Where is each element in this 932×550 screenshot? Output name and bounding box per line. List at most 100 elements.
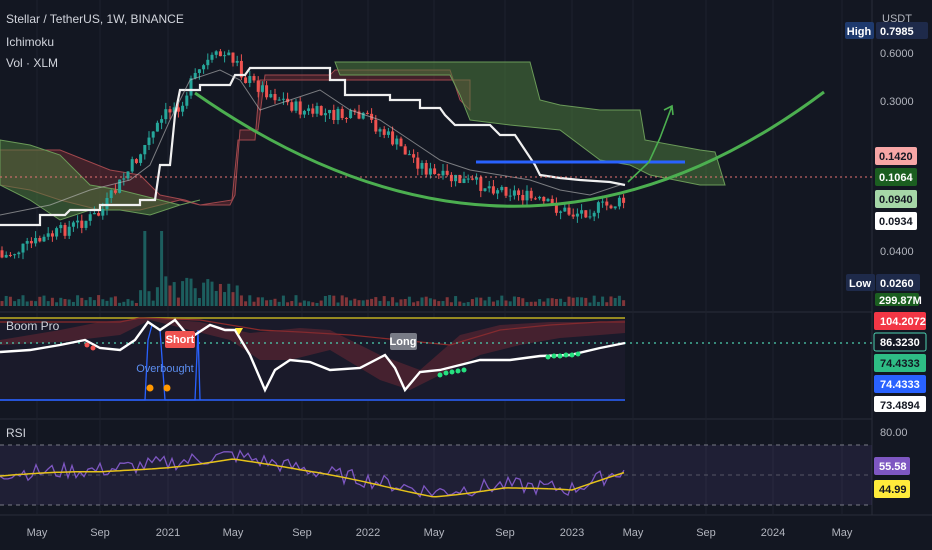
- price-tick: 0.6000: [880, 48, 914, 60]
- volume-bar: [382, 296, 386, 306]
- time-axis-label: 2024: [761, 527, 785, 539]
- volume-bar: [344, 297, 348, 306]
- candle-body: [361, 112, 365, 119]
- candle-body: [365, 112, 369, 114]
- candle-body: [139, 154, 143, 163]
- candle-body: [517, 190, 521, 195]
- boom-tag-3: [874, 354, 926, 372]
- candle-body: [92, 213, 96, 215]
- boom-long-dot: [455, 368, 461, 374]
- volume-bar: [458, 301, 462, 306]
- volume-bar: [235, 285, 239, 306]
- candle-body: [151, 131, 155, 138]
- candle-body: [88, 214, 92, 221]
- volume-bar: [370, 298, 374, 306]
- volume-bar: [542, 301, 546, 306]
- volume-value: 299.87M: [879, 295, 922, 307]
- candle-body: [420, 163, 424, 169]
- volume-bar: [155, 287, 159, 306]
- volume-bar: [412, 302, 416, 306]
- rounded-bottom-arc[interactable]: [194, 90, 825, 208]
- candle-body: [50, 233, 54, 237]
- candle-body: [571, 214, 575, 217]
- volume-bar: [265, 300, 269, 306]
- boom-long-dot: [443, 370, 449, 376]
- volume-bar: [403, 299, 407, 306]
- candle-body: [319, 106, 323, 116]
- volume-bar: [546, 298, 550, 306]
- candle-body: [412, 154, 416, 158]
- candle-body: [575, 213, 579, 217]
- volume-bar: [424, 296, 428, 306]
- candle-body: [160, 119, 164, 123]
- candle-body: [206, 59, 210, 66]
- volume-bar: [311, 302, 315, 306]
- candle-body: [25, 241, 29, 244]
- volume-bar: [571, 297, 575, 306]
- candle-body: [424, 163, 428, 175]
- candle-body: [500, 186, 504, 191]
- volume-bar: [592, 295, 596, 306]
- candle-body: [59, 225, 63, 229]
- volume-bar: [328, 295, 332, 306]
- volume-bar: [559, 298, 563, 306]
- volume-bar: [80, 297, 84, 306]
- candle-body: [134, 159, 138, 163]
- volume-bar: [449, 302, 453, 306]
- long-signal-badge: [390, 333, 417, 350]
- breakout-arrow[interactable]: [627, 104, 674, 183]
- volume-bar: [462, 302, 466, 306]
- volume-bar: [71, 301, 75, 306]
- candle-body: [533, 198, 537, 200]
- volume-bar: [105, 300, 109, 306]
- candle-body: [491, 186, 495, 194]
- volume-bar: [395, 302, 399, 306]
- boom-long-dot: [551, 353, 557, 359]
- volume-bar: [214, 290, 218, 306]
- candle-body: [63, 225, 67, 236]
- candle-body: [80, 220, 84, 228]
- volume-bar: [483, 300, 487, 306]
- candle-body: [84, 220, 88, 228]
- ichimoku-kijun-line: [0, 66, 626, 227]
- candle-body: [277, 99, 281, 101]
- overbought-dot: [146, 384, 154, 392]
- volume-bar: [487, 296, 491, 306]
- volume-bar: [134, 302, 138, 306]
- candle-body: [487, 186, 491, 189]
- candle-body: [374, 119, 378, 132]
- candle-body: [559, 211, 563, 213]
- volume-bar: [109, 297, 113, 306]
- candle-body: [260, 85, 264, 92]
- overbought-dot: [163, 384, 171, 392]
- volume-bar: [17, 299, 21, 306]
- candle-body: [122, 178, 126, 180]
- volume-bar: [525, 302, 529, 306]
- volume-bar: [294, 295, 298, 306]
- boom-value-1: 104.2072: [880, 316, 926, 328]
- rsi-level-tick: 80.00: [880, 427, 908, 439]
- volume-bar: [59, 297, 63, 306]
- boom-tag-2: [873, 332, 927, 352]
- volume-bar: [260, 297, 264, 306]
- volume-bar: [67, 299, 71, 306]
- price-tag-white-value: 0.0934: [879, 216, 914, 228]
- volume-bar: [164, 276, 168, 306]
- volume-bar: [126, 299, 130, 306]
- overbought-label: Overbought: [136, 363, 193, 375]
- candle-body: [231, 52, 235, 63]
- boom-long-dot: [449, 369, 455, 375]
- candle-body: [542, 196, 546, 202]
- low-badge: [846, 274, 875, 291]
- candle-body: [13, 254, 17, 256]
- rsi-label: RSI: [6, 426, 26, 440]
- volume-bar: [332, 295, 336, 306]
- time-axis-label: Sep: [90, 527, 110, 539]
- candle-body: [210, 54, 214, 60]
- candle-body: [416, 157, 420, 169]
- volume-bar: [391, 297, 395, 306]
- candle-body: [76, 220, 80, 223]
- candle-body: [202, 65, 206, 70]
- candle-body: [357, 111, 361, 119]
